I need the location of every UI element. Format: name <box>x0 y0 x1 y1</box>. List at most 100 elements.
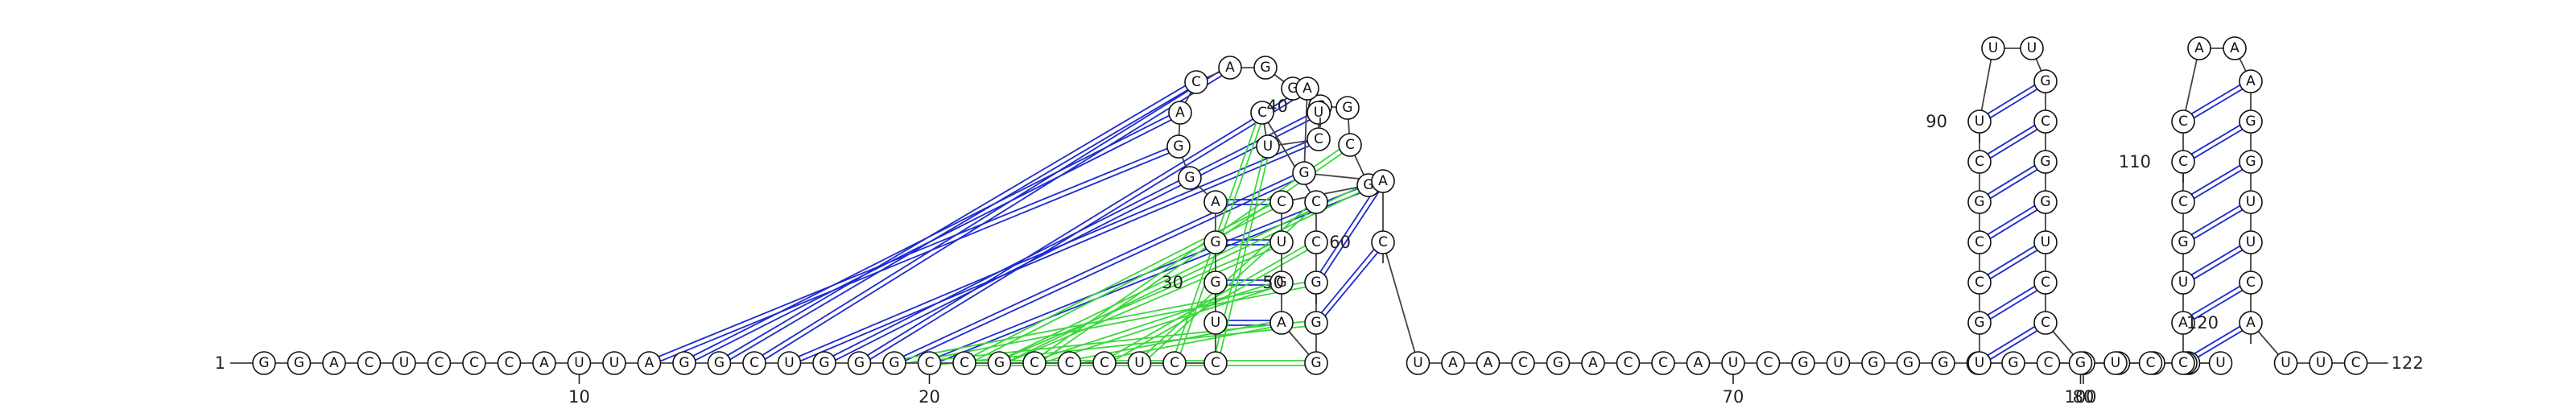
canonical-base-pair <box>1977 159 2045 201</box>
nucleotide-letter: U <box>2246 234 2256 250</box>
canonical-base-pair <box>2184 283 2252 326</box>
nucleotide-layer: GGACUCCCAUUAGGCUGGGCCGCCCUCCUGGAGGACAGGC… <box>252 36 2368 375</box>
canonical-base-pair <box>1977 118 2045 161</box>
nucleotide: U <box>602 351 626 375</box>
nucleotide-letter: U <box>2027 40 2037 56</box>
nucleotide-letter: G <box>2245 114 2256 130</box>
nucleotide: C <box>2033 311 2058 335</box>
nucleotide-letter: C <box>1378 234 1388 250</box>
nucleotide: C <box>2036 351 2061 375</box>
noncanonical-base-pair <box>929 320 1316 361</box>
nucleotide: G <box>252 351 276 375</box>
nucleotide: G <box>1203 271 1228 295</box>
nucleotide-circle <box>2239 69 2263 93</box>
nucleotide-letter: C <box>1277 194 1286 210</box>
nucleotide-circle <box>427 351 452 375</box>
nucleotide-letter: G <box>1974 315 1984 331</box>
nucleotide: U <box>2239 190 2263 214</box>
nucleotide: C <box>1057 351 1082 375</box>
nucleotide-circle <box>1304 230 1328 254</box>
nucleotide-circle <box>1203 190 1228 214</box>
nucleotide-letter: C <box>1314 131 1323 147</box>
nucleotide-circle <box>1441 351 1465 375</box>
nucleotide-circle <box>1184 70 1208 94</box>
nucleotide-letter: A <box>329 355 339 371</box>
canonical-base-pair <box>1313 240 1382 322</box>
nucleotide-letter: A <box>1378 173 1388 189</box>
nucleotide-circle <box>1304 351 1328 375</box>
nucleotide: G <box>1304 311 1328 335</box>
nucleotide-circle <box>2171 109 2195 134</box>
nucleotide-circle <box>1686 351 1711 375</box>
canonical-base-pair <box>2184 122 2252 165</box>
nucleotide-letter: G <box>889 355 899 371</box>
nucleotide: G <box>1931 351 1955 375</box>
nucleotide: U <box>1269 230 1294 254</box>
nucleotide: C <box>1184 70 1208 94</box>
nucleotide: A <box>2171 311 2195 335</box>
nucleotide-circle <box>287 351 312 375</box>
nucleotide: C <box>2239 271 2263 295</box>
nucleotide: C <box>1371 230 1395 254</box>
nucleotide-circle <box>637 351 662 375</box>
canonical-base-pair <box>787 136 1319 362</box>
canonical-base-pair <box>928 178 1383 362</box>
canonical-base-pair <box>752 64 1229 362</box>
nucleotide-letter: C <box>2146 355 2156 371</box>
nucleotide-circle <box>2187 36 2211 60</box>
nucleotide: G <box>2239 109 2263 134</box>
nucleotide-letter: U <box>574 355 584 371</box>
nucleotide-circle <box>672 351 696 375</box>
canonical-base-pair <box>824 114 1320 366</box>
nucleotide-circle <box>1304 190 1328 214</box>
nucleotide-letter: C <box>1100 355 1109 371</box>
noncanonical-base-pair <box>1033 279 1282 362</box>
nucleotide: C <box>1651 351 1675 375</box>
nucleotide-letter: A <box>1175 105 1185 121</box>
nucleotide: C <box>2171 109 2195 134</box>
nucleotide-circle <box>1967 190 1992 214</box>
nucleotide-letter: C <box>1345 137 1355 153</box>
nucleotide: G <box>1546 351 1571 375</box>
nucleotide: A <box>322 351 346 375</box>
nucleotide-circle <box>1203 351 1228 375</box>
nucleotide-letter: G <box>2245 154 2256 170</box>
nucleotide-circle <box>1826 351 1851 375</box>
nucleotide: U <box>1203 311 1228 335</box>
nucleotide: U <box>2309 351 2333 375</box>
nucleotide-letter: U <box>2215 355 2225 371</box>
nucleotide: C <box>1250 101 1274 125</box>
canonical-base-pair <box>1977 78 2045 121</box>
nucleotide-circle <box>1981 36 2005 60</box>
nucleotide-letter: G <box>679 355 689 371</box>
canonical-base-pair <box>2182 118 2250 161</box>
nucleotide-letter: G <box>1974 194 1984 210</box>
nucleotide-letter: U <box>609 355 619 371</box>
label-layer: 1 122 10 20 30 40 50 60 70 80 90 100 110 120 <box>215 97 2424 407</box>
nucleotide-letter: C <box>2041 315 2050 331</box>
nucleotide-circle <box>2239 230 2263 254</box>
nucleotide-letter: A <box>2246 315 2256 331</box>
nucleotide-circle <box>1304 311 1328 335</box>
nucleotide-letter: A <box>1211 194 1220 210</box>
nucleotide-letter: G <box>1210 275 1220 291</box>
nucleotide-circle <box>1791 351 1815 375</box>
nucleotide-letter: U <box>1263 138 1273 155</box>
nucleotide-circle <box>1269 311 1294 335</box>
nucleotide: G <box>2033 69 2058 93</box>
nucleotide: C <box>1967 230 1992 254</box>
canonical-base-pair <box>650 147 1180 366</box>
nucleotide-letter: U <box>784 355 794 371</box>
canonical-base-pair <box>1977 279 2045 322</box>
nucleotide: G <box>672 351 696 375</box>
nucleotide-letter: C <box>1518 355 1528 371</box>
nucleotide-circle <box>1931 351 1955 375</box>
nucleotide-letter: U <box>2281 355 2290 371</box>
nucleotide-letter: C <box>1764 355 1773 371</box>
nucleotide-letter: G <box>2040 154 2050 170</box>
base-pair-layer <box>648 64 2252 366</box>
nucleotide-circle <box>707 351 732 375</box>
nucleotide: U <box>2239 230 2263 254</box>
nucleotide-letter: G <box>258 355 269 371</box>
nucleotide-letter: G <box>1903 355 1913 371</box>
